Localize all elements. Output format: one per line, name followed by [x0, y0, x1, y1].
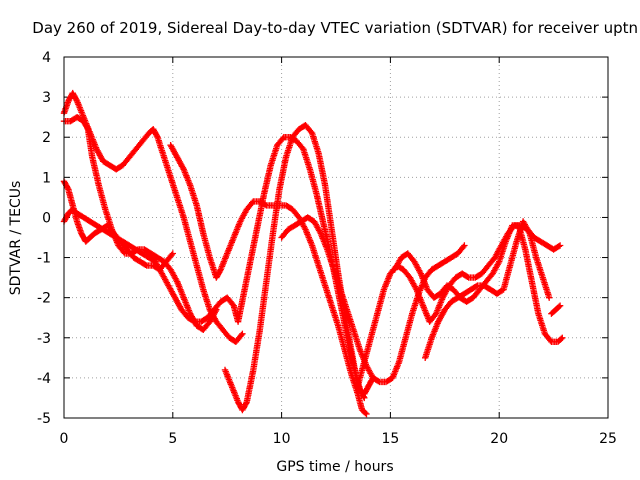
- y-tick-label: -1: [37, 251, 51, 267]
- data-point-markers: [278, 214, 468, 386]
- x-tick-label: 0: [60, 431, 69, 447]
- series-arc-5: [167, 142, 370, 418]
- grid: [64, 57, 608, 418]
- series-arc-11: [548, 302, 564, 317]
- y-axis-label: SDTVAR / TECUs: [8, 181, 24, 296]
- chart-title: Day 260 of 2019, Sidereal Day-to-day VTE…: [32, 19, 638, 37]
- y-tick-label: 4: [42, 50, 51, 66]
- x-tick-labels: 0 5 10 15 20 25: [60, 431, 617, 447]
- data-point-markers: [221, 122, 377, 414]
- data-point-markers: [548, 302, 564, 317]
- y-tick-label: -2: [37, 291, 51, 307]
- y-tick-label: -4: [37, 371, 51, 387]
- y-tick-label: -5: [37, 411, 51, 427]
- x-tick-label: 15: [381, 431, 399, 447]
- series-arc-7: [278, 214, 468, 386]
- y-tick-label: 2: [42, 130, 51, 146]
- y-tick-label: 0: [42, 210, 51, 226]
- y-tick-label: 1: [42, 170, 51, 186]
- data-point-markers: [167, 142, 370, 418]
- data-point-markers: [391, 222, 566, 345]
- x-axis-label: GPS time / hours: [276, 459, 393, 475]
- series-arc-9: [391, 222, 566, 345]
- series-arc-10: [422, 218, 553, 361]
- x-tick-label: 25: [599, 431, 617, 447]
- x-tick-label: 10: [273, 431, 291, 447]
- x-tick-label: 5: [168, 431, 177, 447]
- y-tick-label: -3: [37, 331, 51, 347]
- x-tick-label: 20: [490, 431, 508, 447]
- data-point-markers: [422, 218, 553, 361]
- y-tick-label: 3: [42, 90, 51, 106]
- series-arc-6: [221, 122, 377, 414]
- y-tick-labels: 4 3 2 1 0 -1 -2 -3 -4 -5: [37, 50, 51, 427]
- plot-frame: [63, 56, 609, 419]
